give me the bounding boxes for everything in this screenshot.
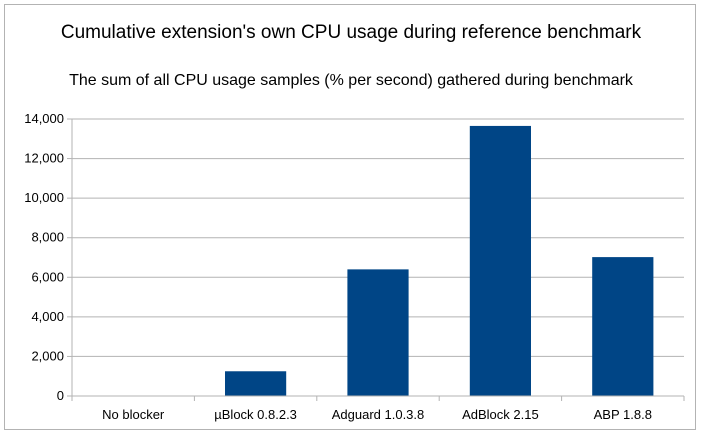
y-tick-label: 12,000	[24, 151, 64, 166]
x-tick-label: µBlock 0.8.2.3	[214, 407, 297, 422]
axes	[67, 118, 685, 401]
x-tick-labels: No blocker µBlock 0.8.2.3 Adguard 1.0.3.8 A…	[102, 407, 652, 422]
y-tick-label: 10,000	[24, 190, 64, 205]
chart-title: Cumulative extension's own CPU usage dur…	[60, 22, 642, 43]
y-tick-label: 0	[57, 388, 64, 403]
bars	[225, 125, 654, 397]
chart-subtitle: The sum of all CPU usage samples (% per …	[69, 72, 633, 89]
y-tick-label: 8,000	[31, 230, 64, 245]
bar	[225, 371, 287, 396]
y-tick-label: 6,000	[31, 269, 64, 284]
y-tick-labels: 0 2,000 4,000 6,000 8,000 10,000 12,000 14,000	[24, 111, 64, 403]
bar	[469, 125, 531, 397]
y-tick-label: 2,000	[31, 348, 64, 363]
x-tick-label: AdBlock 2.15	[462, 407, 539, 422]
bar	[592, 257, 654, 396]
x-tick-label: Adguard 1.0.3.8	[332, 407, 425, 422]
bar	[347, 269, 409, 396]
y-tick-label: 4,000	[31, 309, 64, 324]
y-tick-label: 14,000	[24, 111, 64, 126]
x-tick-label: ABP 1.8.8	[594, 407, 652, 422]
x-tick-label: No blocker	[102, 407, 165, 422]
